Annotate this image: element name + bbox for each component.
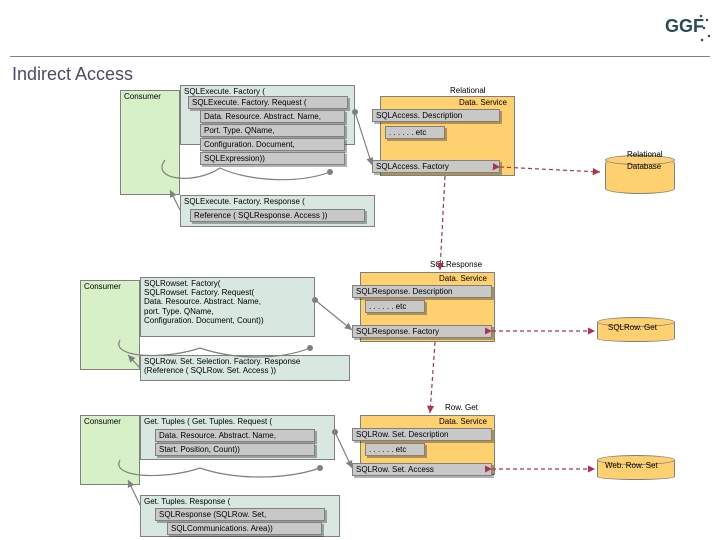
b1-s2: SQLAccess. Factory <box>372 160 500 173</box>
b3-resp3: SQLCommunications. Area)) <box>167 522 322 535</box>
b2-etc: . . . . . . etc <box>365 300 425 313</box>
b3-s1: SQLRow. Set. Description <box>352 428 492 441</box>
consumer-label-3: Consumer <box>84 417 121 426</box>
b3-r2: Start. Position, Count)) <box>155 443 315 456</box>
b1-resp1: SQLExecute. Factory. Response ( <box>184 197 371 206</box>
consumer-box-2: Consumer <box>80 280 140 370</box>
rel-db-lbl2: Database <box>627 162 661 171</box>
b2-s2: SQLResponse. Factory <box>352 325 492 338</box>
b3-r1: Data. Resource. Abstract. Name, <box>155 429 315 442</box>
b3-etc: . . . . . . etc <box>365 443 425 456</box>
logo: GGF <box>665 8 705 48</box>
consumer-label-2: Consumer <box>84 282 121 291</box>
page-title: Indirect Access <box>12 64 133 85</box>
b1-h2: SQLExecute. Factory. Request ( <box>188 96 348 109</box>
b1-r4: SQLExpression)) <box>200 152 345 165</box>
b2-s1: SQLResponse. Description <box>352 285 492 298</box>
b2-data-service: Data. Service <box>364 274 491 283</box>
sqlrowget-lbl: SQLRow. Get <box>608 323 657 332</box>
b2-h1: SQLRowset. Factory( SQLRowset. Factory. … <box>144 279 311 325</box>
b1-resp2: Reference ( SQLResponse. Access )) <box>190 209 365 222</box>
divider <box>10 56 710 57</box>
webrowset-lbl: Web. Row. Set <box>605 461 658 470</box>
b3-rowget: Row. Get <box>445 403 478 412</box>
rel-db-lbl1: Relational <box>627 150 663 159</box>
logo-dots-icon <box>695 8 715 48</box>
b1-h1: SQLExecute. Factory ( <box>184 87 351 96</box>
b2-sqlresponse: SQLResponse <box>430 260 482 269</box>
consumer-label: Consumer <box>124 92 161 101</box>
b3-resp1: Get. Tuples. Response ( <box>144 497 336 506</box>
b1-r2: Port. Type. QName, <box>200 124 345 137</box>
b3-s2: SQLRow. Set. Access <box>352 463 492 476</box>
b2-resp1: SQLRow. Set. Selection. Factory. Respons… <box>144 357 346 375</box>
b1-r3: Configuration. Document, <box>200 138 345 151</box>
b1-etc: . . . . . . etc <box>385 126 445 139</box>
b3-resp2: SQLResponse (SQLRow. Set, <box>155 508 325 521</box>
b2-resp-panel: SQLRow. Set. Selection. Factory. Respons… <box>140 355 350 381</box>
b3-h1: Get. Tuples ( Get. Tuples. Request ( <box>144 417 331 426</box>
b3-data-service: Data. Service <box>364 417 491 426</box>
consumer-box-1: Consumer <box>120 90 180 195</box>
b1-s1: SQLAccess. Description <box>372 109 500 122</box>
b2-header: SQLRowset. Factory( SQLRowset. Factory. … <box>140 277 315 337</box>
b1-relational: Relational <box>450 86 486 95</box>
b1-data-service: Data. Service <box>384 98 511 107</box>
consumer-box-3: Consumer <box>80 415 140 485</box>
b1-r1: Data. Resource. Abstract. Name, <box>200 110 345 123</box>
